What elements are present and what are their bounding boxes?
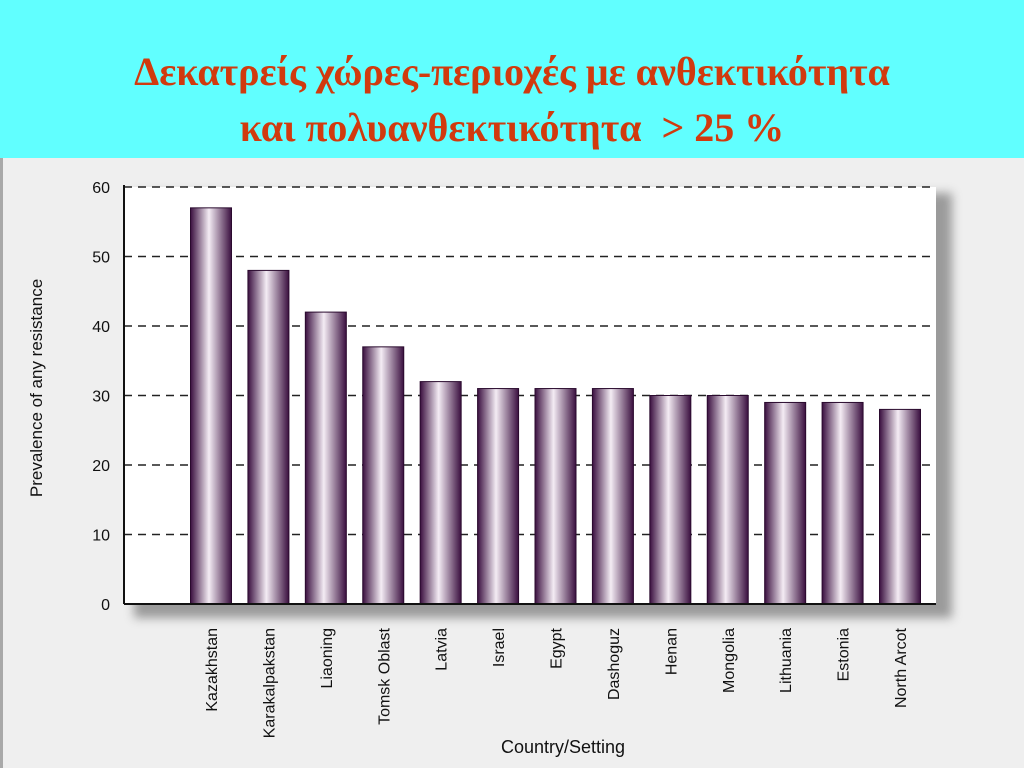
y-tick-label: 10 bbox=[92, 528, 110, 545]
x-tick-label: Kazakhstan bbox=[204, 628, 221, 712]
y-tick-labels: 0 10 20 30 40 50 60 bbox=[92, 180, 110, 614]
x-tick-label: Israel bbox=[491, 628, 508, 667]
x-axis-label: Country/Setting bbox=[501, 737, 625, 757]
x-tick-label: Karakalpakstan bbox=[261, 628, 278, 738]
x-tick-label: Liaoning bbox=[319, 628, 336, 689]
bar bbox=[591, 388, 634, 605]
x-tick-label: Estonia bbox=[836, 628, 853, 681]
bar bbox=[821, 401, 864, 605]
x-tick-label: North Arcot bbox=[893, 627, 910, 708]
y-tick-label: 0 bbox=[101, 597, 110, 614]
x-tick-label: Dashoguz bbox=[606, 628, 623, 700]
y-axis-label: Prevalence of any resistance bbox=[27, 279, 46, 497]
bar bbox=[247, 269, 290, 605]
x-tick-label: Lithuania bbox=[778, 628, 795, 693]
x-tick-label: Henan bbox=[663, 628, 680, 675]
x-tick-label: Egypt bbox=[549, 627, 566, 668]
axes bbox=[123, 185, 936, 605]
bars bbox=[190, 207, 921, 605]
y-tick-label: 50 bbox=[92, 250, 110, 267]
bar bbox=[879, 408, 921, 605]
bar bbox=[477, 388, 520, 605]
x-tick-labels: Kazakhstan Karakalpakstan Liaoning Tomsk Ob… bbox=[204, 627, 910, 738]
slide-title-line-2: και πολυανθεκτικότητα > 25 % bbox=[239, 105, 785, 150]
bar bbox=[362, 346, 405, 605]
x-tick-label: Tomsk Oblast bbox=[376, 627, 393, 724]
slide-title-line-1: Δεκατρείς χώρες-περιοχές με ανθεκτικότητ… bbox=[134, 49, 890, 94]
y-tick-label: 60 bbox=[92, 180, 110, 197]
bar bbox=[706, 395, 749, 605]
y-tick-label: 30 bbox=[92, 389, 110, 406]
x-tick-label: Mongolia bbox=[721, 628, 738, 693]
bar bbox=[764, 401, 807, 605]
bar bbox=[419, 381, 462, 605]
title-band bbox=[0, 0, 1024, 158]
bar bbox=[649, 395, 692, 605]
y-tick-label: 40 bbox=[92, 319, 110, 336]
y-tick-label: 20 bbox=[92, 458, 110, 475]
bar bbox=[304, 311, 347, 605]
x-tick-label: Latvia bbox=[434, 628, 451, 671]
bar bbox=[190, 207, 232, 605]
bar bbox=[534, 388, 577, 605]
